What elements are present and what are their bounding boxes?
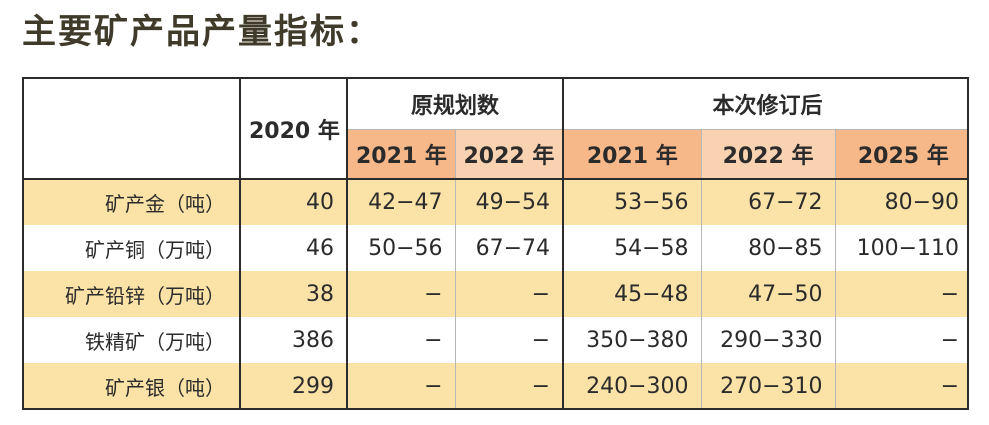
header-2020: 2020 年 (239, 79, 347, 180)
page-title: 主要矿产品产量指标： (22, 12, 382, 52)
cell-rev-2021: 53−56 (562, 179, 702, 225)
cell-2020: 299 (239, 363, 347, 408)
cell-orig-2021: − (346, 317, 455, 363)
cell-rev-2022: 80−85 (700, 225, 836, 271)
cell-orig-2022: − (454, 317, 564, 363)
cell-2020: 38 (239, 271, 347, 317)
cell-rev-2022: 290−330 (700, 317, 836, 363)
row-label: 矿产铅锌（万吨） (24, 271, 240, 317)
cell-rev-2025: − (834, 363, 967, 408)
cell-orig-2022: 67−74 (454, 225, 564, 271)
header-orig-2022: 2022 年 (454, 129, 564, 180)
cell-orig-2022: − (454, 271, 564, 317)
cell-rev-2021: 350−380 (562, 317, 702, 363)
header-rev-2021: 2021 年 (562, 129, 702, 180)
cell-orig-2021: 50−56 (346, 225, 455, 271)
table-row: 矿产银（吨） 299 − − 240−300 270−310 − (24, 363, 967, 408)
cell-rev-2021: 54−58 (562, 225, 702, 271)
cell-orig-2021: − (346, 363, 455, 408)
cell-2020: 386 (239, 317, 347, 363)
header-rev-2022: 2022 年 (700, 129, 836, 180)
table-row: 矿产铜（万吨） 46 50−56 67−74 54−58 80−85 100−1… (24, 225, 967, 271)
row-label: 矿产铜（万吨） (85, 237, 225, 262)
cell-orig-2021: − (346, 271, 455, 317)
row-label: 矿产银（吨） (24, 363, 240, 408)
cell-orig-2022: 49−54 (454, 179, 564, 225)
row-label: 铁精矿（万吨） (85, 329, 225, 354)
cell-rev-2021: 45−48 (562, 271, 702, 317)
cell-rev-2022: 67−72 (700, 179, 836, 225)
cell-2020: 46 (239, 225, 347, 271)
cell-rev-2025: − (834, 317, 967, 363)
table-row: 矿产金（吨） 40 42−47 49−54 53−56 67−72 80−90 (24, 179, 967, 225)
cell-2020: 40 (239, 179, 347, 225)
cell-rev-2021: 240−300 (562, 363, 702, 408)
cell-orig-2022: − (454, 363, 564, 408)
header-orig-2021: 2021 年 (346, 129, 455, 180)
row-label: 矿产金（吨） (24, 179, 240, 225)
cell-rev-2022: 270−310 (700, 363, 836, 408)
cell-rev-2022: 47−50 (700, 271, 836, 317)
header-group-original: 原规划数 (345, 79, 564, 130)
table-row: 矿产铅锌（万吨） 38 − − 45−48 47−50 − (24, 271, 967, 317)
header-label-cell (24, 79, 240, 180)
header-rev-2025: 2025 年 (834, 129, 967, 180)
header-group-revised: 本次修订后 (562, 79, 967, 130)
cell-rev-2025: 100−110 (834, 225, 967, 271)
cell-rev-2025: − (834, 271, 967, 317)
cell-rev-2025: 80−90 (834, 179, 967, 225)
indicator-table: 2020 年 原规划数 本次修订后 2021 年 2022 年 2021 年 2… (22, 77, 969, 410)
table-row: 铁精矿（万吨） 386 − − 350−380 290−330 − (24, 317, 967, 363)
cell-orig-2021: 42−47 (346, 179, 455, 225)
